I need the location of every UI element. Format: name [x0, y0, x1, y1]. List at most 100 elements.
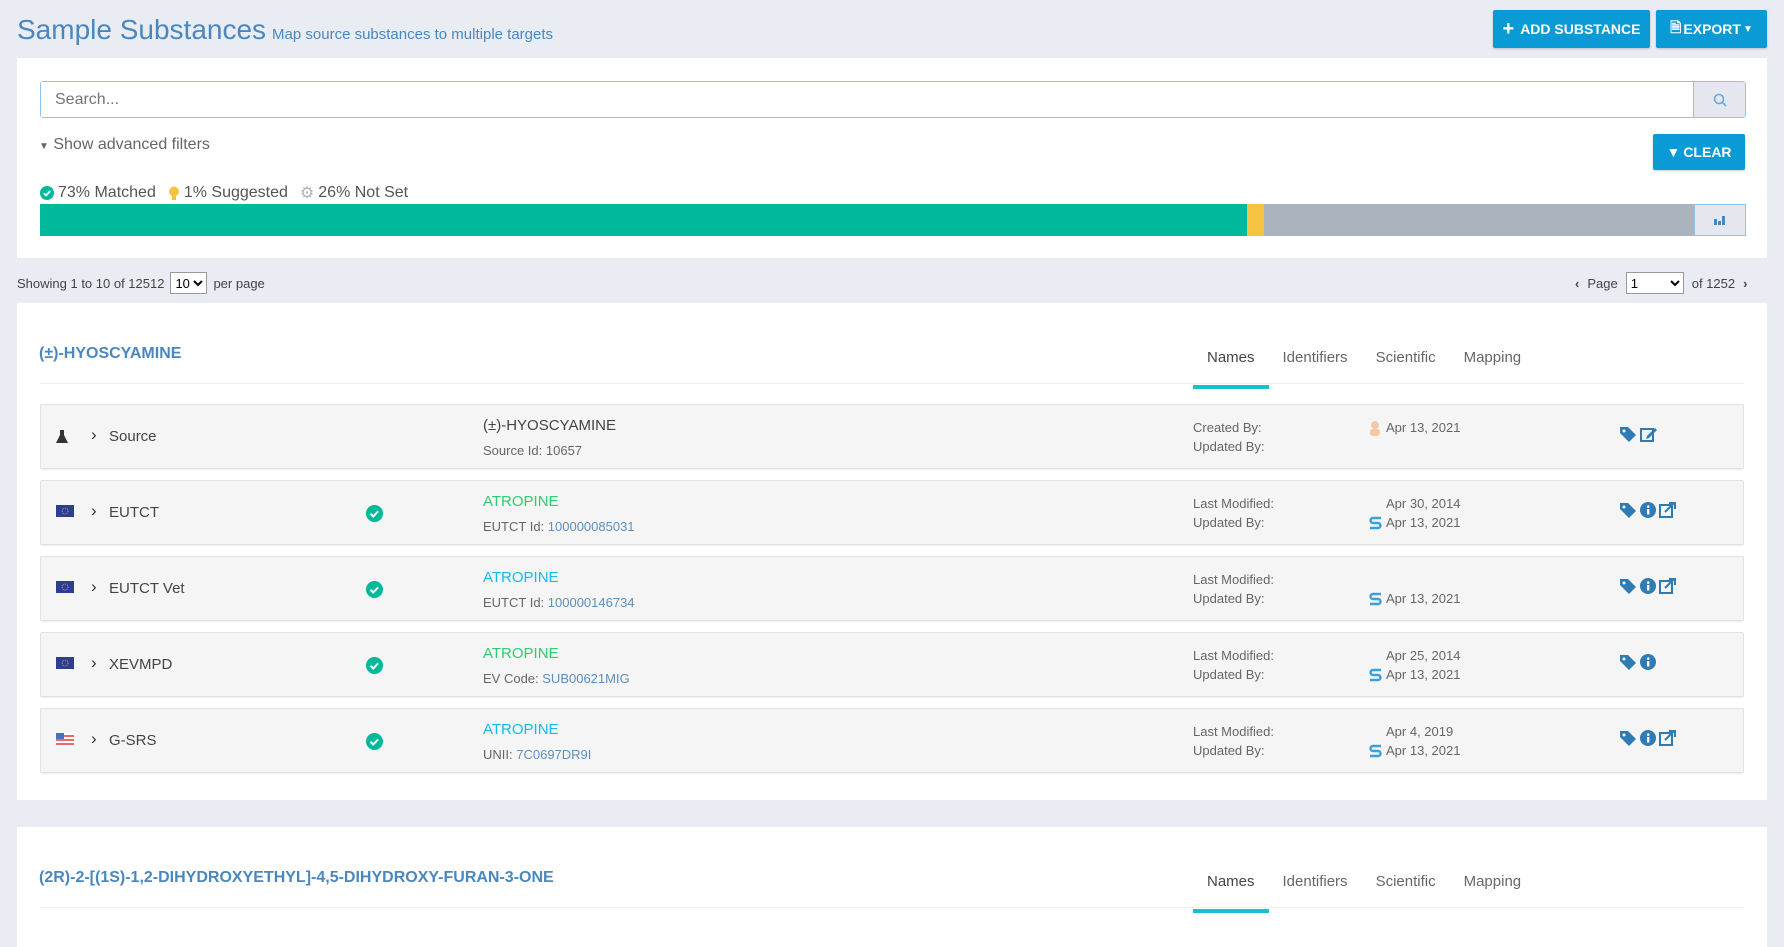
s-logo-icon [1369, 744, 1382, 758]
source-name: EUTCT [109, 504, 159, 521]
id-value[interactable]: 100000146734 [547, 595, 635, 610]
next-page-button[interactable]: › [1743, 275, 1748, 291]
substance-id: Source Id: 10657 [483, 443, 582, 458]
s-logo-icon [1369, 516, 1382, 530]
id-value[interactable]: SUB00621MIG [542, 671, 630, 686]
substance-title[interactable]: (2R)-2-[(1S)-1,2-DIHYDROXYETHYL]-4,5-DIH… [39, 869, 554, 886]
meta-label-1: Last Modified: [1193, 724, 1274, 739]
external-link-icon[interactable] [1659, 502, 1677, 518]
id-label: Source Id: [483, 443, 546, 458]
info-icon[interactable] [1640, 578, 1656, 594]
id-value[interactable]: 7C0697DR9I [516, 747, 592, 762]
expand-chevron-icon[interactable]: › [91, 425, 97, 444]
search-icon [1713, 93, 1727, 107]
tag-icon[interactable] [1619, 730, 1637, 746]
substance-tabs: Names Identifiers Scientific Mapping [1193, 343, 1535, 389]
date-1: Apr 25, 2014 [1386, 648, 1461, 663]
matched-segment [40, 204, 1248, 236]
expand-chevron-icon[interactable]: › [91, 577, 97, 596]
substance-name[interactable]: (±)-HYOSCYAMINE [483, 417, 616, 434]
external-link-icon[interactable] [1659, 578, 1677, 594]
tab-names[interactable]: Names [1193, 343, 1269, 389]
chart-toggle-button[interactable] [1694, 204, 1746, 236]
tab-identifiers[interactable]: Identifiers [1282, 349, 1348, 366]
filter-icon: ▼ [1666, 144, 1681, 160]
tag-icon[interactable] [1619, 578, 1637, 594]
tab-names[interactable]: Names [1193, 867, 1269, 913]
date-1: Apr 4, 2019 [1386, 724, 1454, 739]
row-actions [1619, 502, 1677, 518]
id-value[interactable]: 100000085031 [547, 519, 635, 534]
showing-text: Showing 1 to 10 of 12512 [17, 275, 165, 291]
advanced-filters-label: Show advanced filters [53, 136, 210, 153]
mapping-row[interactable]: › EUTCT Vet ATROPINE EUTCT Id: 100000146… [40, 556, 1744, 621]
page-subtitle: Map source substances to multiple target… [272, 26, 554, 43]
substance-card: (±)-HYOSCYAMINE Names Identifiers Scientif… [17, 303, 1767, 800]
mapping-row[interactable]: › G-SRS ATROPINE UNII: 7C0697DR9I Last M… [40, 708, 1744, 773]
substance-name[interactable]: ATROPINE [483, 493, 559, 510]
suggested-label: 1% Suggested [183, 184, 288, 201]
tab-scientific[interactable]: Scientific [1375, 873, 1436, 890]
export-label: EXPORT [1683, 21, 1741, 37]
edit-icon[interactable] [1640, 426, 1658, 442]
gear-icon: ⚙ [299, 185, 315, 202]
date-2: Apr 13, 2021 [1386, 667, 1461, 682]
substance-name[interactable]: ATROPINE [483, 645, 559, 662]
tab-scientific[interactable]: Scientific [1375, 349, 1436, 366]
row-actions [1619, 654, 1656, 670]
substance-id: EV Code: SUB00621MIG [483, 671, 630, 686]
substance-name[interactable]: ATROPINE [483, 569, 559, 586]
meta-label-1: Last Modified: [1193, 572, 1274, 587]
tab-mapping[interactable]: Mapping [1463, 349, 1522, 366]
source-name: EUTCT Vet [109, 580, 185, 597]
date-2: Apr 13, 2021 [1386, 743, 1461, 758]
substance-name[interactable]: ATROPINE [483, 721, 559, 738]
mapping-row[interactable]: › EUTCT ATROPINE EUTCT Id: 100000085031 … [40, 480, 1744, 545]
lightbulb-icon [168, 186, 179, 200]
us-flag-icon [56, 733, 74, 745]
show-advanced-filters-toggle[interactable]: ▼ Show advanced filters [39, 136, 210, 154]
id-label: EV Code: [483, 671, 543, 686]
info-icon[interactable] [1640, 654, 1656, 670]
search-button[interactable] [1693, 82, 1745, 117]
substance-tabs: Names Identifiers Scientific Mapping [1193, 867, 1535, 913]
tag-icon[interactable] [1619, 654, 1637, 670]
tab-mapping[interactable]: Mapping [1463, 873, 1522, 890]
export-button[interactable]: 🗎 EXPORT ▼ [1656, 10, 1767, 48]
s-logo-icon [1369, 668, 1382, 682]
info-icon[interactable] [1640, 502, 1656, 518]
suggested-segment [1247, 204, 1264, 236]
info-icon[interactable] [1640, 730, 1656, 746]
clear-filters-button[interactable]: ▼ CLEAR [1653, 134, 1745, 170]
substance-title[interactable]: (±)-HYOSCYAMINE [39, 345, 182, 362]
tag-icon[interactable] [1619, 502, 1637, 518]
meta-label-2: Updated By: [1193, 591, 1265, 606]
prev-page-button[interactable]: ‹ [1575, 275, 1580, 291]
tab-identifiers[interactable]: Identifiers [1282, 873, 1348, 890]
per-page-select[interactable]: 10 [170, 272, 208, 294]
notset-segment [1263, 204, 1694, 236]
search-input[interactable] [41, 82, 1693, 117]
stats-legend: 73% Matched 1% Suggested ⚙ 26% Not Set [40, 183, 408, 203]
mapping-progress-bar [40, 204, 1746, 236]
add-substance-button[interactable]: + ADD SUBSTANCE [1493, 10, 1650, 48]
suggested-stat: 1% Suggested [168, 183, 288, 203]
substance-id: EUTCT Id: 100000085031 [483, 519, 635, 534]
id-label: UNII: [483, 747, 517, 762]
expand-chevron-icon[interactable]: › [91, 653, 97, 672]
tag-icon[interactable] [1619, 426, 1637, 442]
page-label: Page [1587, 275, 1618, 291]
source-name: Source [109, 428, 157, 445]
mapping-row[interactable]: › Source (±)-HYOSCYAMINE Source Id: 1065… [40, 404, 1744, 469]
expand-chevron-icon[interactable]: › [91, 729, 97, 748]
row-actions [1619, 730, 1677, 746]
external-link-icon[interactable] [1659, 730, 1677, 746]
id-value: 10657 [545, 443, 583, 458]
expand-chevron-icon[interactable]: › [91, 501, 97, 520]
chevron-down-icon: ▼ [39, 141, 49, 152]
row-actions [1619, 426, 1658, 442]
mapping-row[interactable]: › XEVMPD ATROPINE EV Code: SUB00621MIG L… [40, 632, 1744, 697]
matched-label: 73% Matched [58, 184, 156, 201]
page-select[interactable]: 1 [1625, 272, 1684, 294]
row-actions [1619, 578, 1677, 594]
